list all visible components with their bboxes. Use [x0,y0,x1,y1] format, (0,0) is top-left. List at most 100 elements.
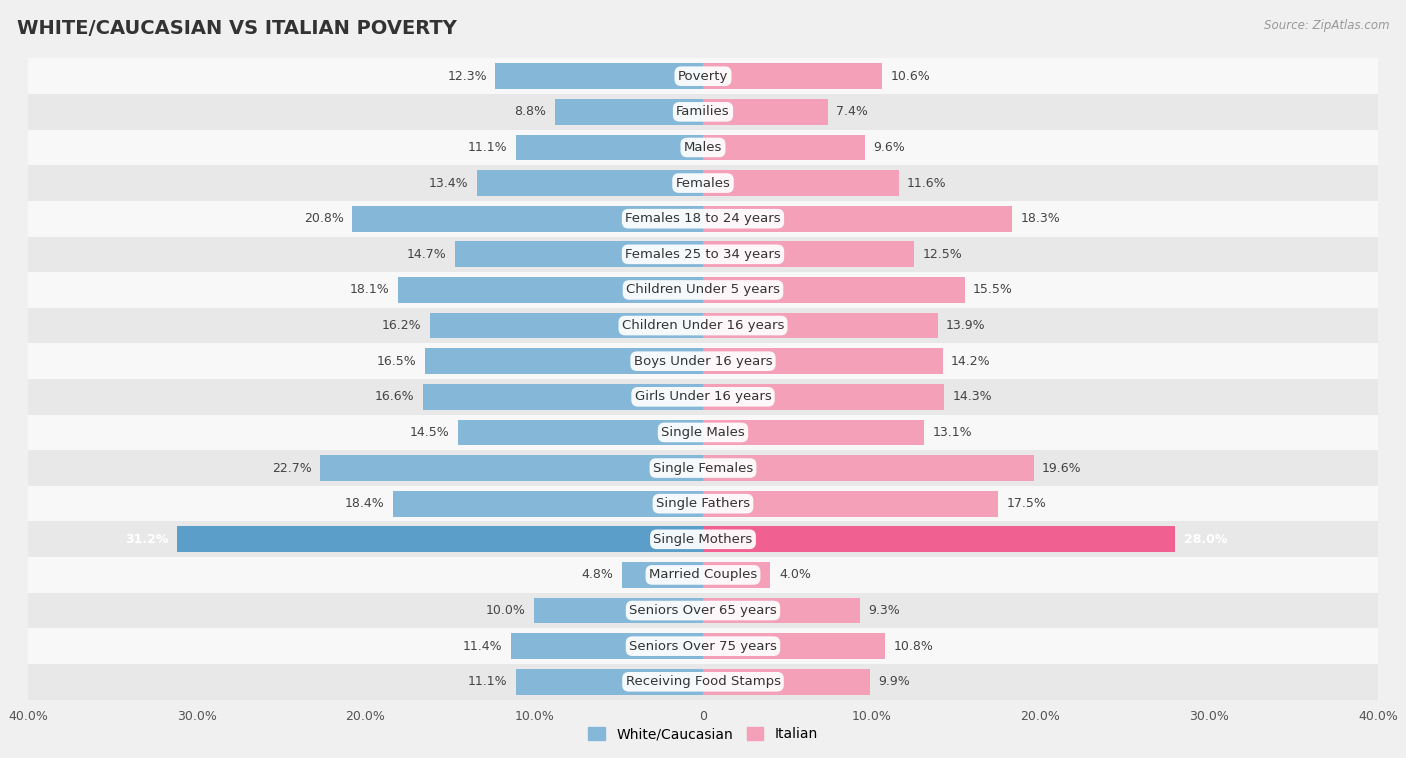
Bar [28,58,1378,94]
Text: Receiving Food Stamps: Receiving Food Stamps [626,675,780,688]
Text: 10.0%: 10.0% [486,604,526,617]
Text: 9.9%: 9.9% [879,675,910,688]
Text: Single Females: Single Females [652,462,754,475]
Text: 16.2%: 16.2% [381,319,422,332]
Bar [510,634,703,659]
Bar [703,277,965,302]
Text: 11.1%: 11.1% [468,141,508,154]
Bar [28,201,1378,236]
Text: Children Under 16 years: Children Under 16 years [621,319,785,332]
Bar [28,379,1378,415]
Text: 18.1%: 18.1% [350,283,389,296]
Text: 20.8%: 20.8% [304,212,343,225]
Bar [28,272,1378,308]
Text: 11.6%: 11.6% [907,177,946,190]
Text: Married Couples: Married Couples [650,568,756,581]
Text: 15.5%: 15.5% [973,283,1012,296]
Bar [392,491,703,516]
Text: 31.2%: 31.2% [125,533,169,546]
Text: 19.6%: 19.6% [1042,462,1081,475]
Text: 10.8%: 10.8% [894,640,934,653]
Bar [703,313,938,338]
Bar [28,486,1378,522]
Text: 7.4%: 7.4% [837,105,868,118]
Bar [703,491,998,516]
Text: Poverty: Poverty [678,70,728,83]
Text: Females 25 to 34 years: Females 25 to 34 years [626,248,780,261]
Text: 13.1%: 13.1% [932,426,972,439]
Bar [554,99,703,124]
Text: 16.5%: 16.5% [377,355,416,368]
Text: 16.6%: 16.6% [375,390,415,403]
Bar [28,557,1378,593]
Bar [703,242,914,267]
Bar [477,171,703,196]
Text: 13.4%: 13.4% [429,177,468,190]
Bar [28,415,1378,450]
Bar [456,242,703,267]
Text: WHITE/CAUCASIAN VS ITALIAN POVERTY: WHITE/CAUCASIAN VS ITALIAN POVERTY [17,19,457,38]
Text: 14.7%: 14.7% [406,248,447,261]
Bar [703,456,1033,481]
Bar [703,527,1175,552]
Text: 10.6%: 10.6% [890,70,929,83]
Bar [28,450,1378,486]
Text: 12.5%: 12.5% [922,248,962,261]
Text: 12.3%: 12.3% [447,70,486,83]
Bar [423,384,703,409]
Bar [430,313,703,338]
Bar [352,206,703,231]
Bar [516,669,703,694]
Text: Single Males: Single Males [661,426,745,439]
Text: Seniors Over 75 years: Seniors Over 75 years [628,640,778,653]
Text: 4.0%: 4.0% [779,568,811,581]
Bar [28,94,1378,130]
Bar [703,135,865,160]
Text: Girls Under 16 years: Girls Under 16 years [634,390,772,403]
Text: 18.3%: 18.3% [1021,212,1060,225]
Bar [28,130,1378,165]
Bar [703,562,770,587]
Bar [28,308,1378,343]
Bar [703,669,870,694]
Bar [703,349,942,374]
Bar [703,598,860,623]
Text: 18.4%: 18.4% [344,497,384,510]
Bar [28,236,1378,272]
Text: 13.9%: 13.9% [946,319,986,332]
Bar [703,384,945,409]
Bar [28,628,1378,664]
Bar [28,593,1378,628]
Bar [458,420,703,445]
Bar [398,277,703,302]
Bar [425,349,703,374]
Text: 11.1%: 11.1% [468,675,508,688]
Text: Females: Females [675,177,731,190]
Text: 4.8%: 4.8% [582,568,613,581]
Text: 28.0%: 28.0% [1184,533,1227,546]
Bar [703,64,882,89]
Text: Single Fathers: Single Fathers [657,497,749,510]
Text: Single Mothers: Single Mothers [654,533,752,546]
Text: 9.6%: 9.6% [873,141,905,154]
Bar [703,634,886,659]
Text: 22.7%: 22.7% [271,462,312,475]
Bar [321,456,703,481]
Bar [495,64,703,89]
Text: 14.5%: 14.5% [411,426,450,439]
Bar [703,171,898,196]
Bar [534,598,703,623]
Bar [516,135,703,160]
Bar [703,99,828,124]
Text: Boys Under 16 years: Boys Under 16 years [634,355,772,368]
Bar [703,206,1012,231]
Text: Source: ZipAtlas.com: Source: ZipAtlas.com [1264,19,1389,32]
Text: Seniors Over 65 years: Seniors Over 65 years [628,604,778,617]
Bar [177,527,703,552]
Text: 17.5%: 17.5% [1007,497,1046,510]
Bar [621,562,703,587]
Text: 14.2%: 14.2% [950,355,991,368]
Text: Children Under 5 years: Children Under 5 years [626,283,780,296]
Text: Females 18 to 24 years: Females 18 to 24 years [626,212,780,225]
Text: 11.4%: 11.4% [463,640,502,653]
